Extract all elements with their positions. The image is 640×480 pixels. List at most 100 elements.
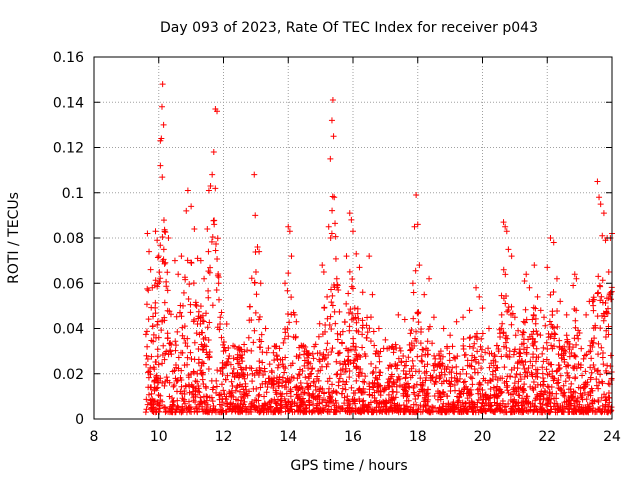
data-point [540,375,547,382]
data-point [239,373,246,380]
data-point [178,383,185,390]
data-point [288,403,295,410]
data-point [473,334,480,341]
data-point [437,356,444,363]
data-point [500,295,507,302]
data-point [492,358,499,365]
data-point [595,398,602,405]
data-point [331,194,338,201]
data-point [520,346,527,353]
data-point [304,380,311,387]
data-point [328,117,335,124]
data-point [329,302,336,309]
data-point [479,399,486,406]
data-point [446,380,453,387]
data-point [544,408,551,415]
data-point [188,371,195,378]
data-point [230,405,237,412]
data-point [275,408,282,415]
data-point [573,407,580,414]
data-point [262,325,269,332]
data-point [203,310,210,317]
data-point [156,269,163,276]
data-point [337,331,344,338]
data-point [362,373,369,380]
data-point [345,353,352,360]
data-point [563,332,570,339]
data-point [172,338,179,345]
data-point [410,384,417,391]
data-point [361,351,368,358]
data-point [409,357,416,364]
data-point [603,308,610,315]
data-point [527,358,534,365]
data-point [347,346,354,353]
data-point [227,361,234,368]
data-point [327,155,334,162]
data-point [159,360,166,367]
data-point [517,350,524,357]
data-point [493,342,500,349]
data-point [530,379,537,386]
data-point [453,363,460,370]
data-point [400,401,407,408]
data-point [413,328,420,335]
data-point [315,333,322,340]
y-tick-label: 0.08 [53,231,84,247]
data-point [573,275,580,282]
data-point [342,361,349,368]
data-point [411,223,418,230]
data-point [595,340,602,347]
data-point [145,384,152,391]
axis-ticks: 8 10 12 14 16 18 20 22 24 0 0.02 0.04 0.06 0.08 0.1 0.1… [53,50,621,445]
data-point [301,351,308,358]
data-point [177,302,184,309]
data-point [210,149,217,156]
data-point [196,389,203,396]
data-point [315,377,322,384]
data-point [556,364,563,371]
data-point [532,373,539,380]
data-point [547,399,554,406]
data-point [296,371,303,378]
data-point [504,353,511,360]
data-point [263,389,270,396]
data-point [487,402,494,409]
data-point [161,356,168,363]
data-point [405,354,412,361]
data-point [347,306,354,313]
data-point [248,347,255,354]
data-point [245,409,252,416]
data-point [455,398,462,405]
data-point [547,291,554,298]
data-point [575,384,582,391]
data-point [239,358,246,365]
data-point [414,310,421,317]
data-point [228,378,235,385]
data-point [186,389,193,396]
data-point [599,277,606,284]
data-point [162,404,169,411]
data-point [222,409,229,416]
data-point [178,367,185,374]
data-point [311,408,318,415]
data-point [287,388,294,395]
data-point [454,353,461,360]
data-point [537,307,544,314]
data-point [434,388,441,395]
data-point [262,402,269,409]
data-point [164,269,171,276]
data-point [185,398,192,405]
data-point [505,246,512,253]
data-point [195,385,202,392]
data-point [305,383,312,390]
data-point [570,282,577,289]
x-tick-label: 22 [538,429,556,445]
data-point [467,334,474,341]
data-point [417,375,424,382]
data-point [326,322,333,329]
data-point [270,385,277,392]
data-point [430,314,437,321]
data-point [159,174,166,181]
data-point [452,387,459,394]
